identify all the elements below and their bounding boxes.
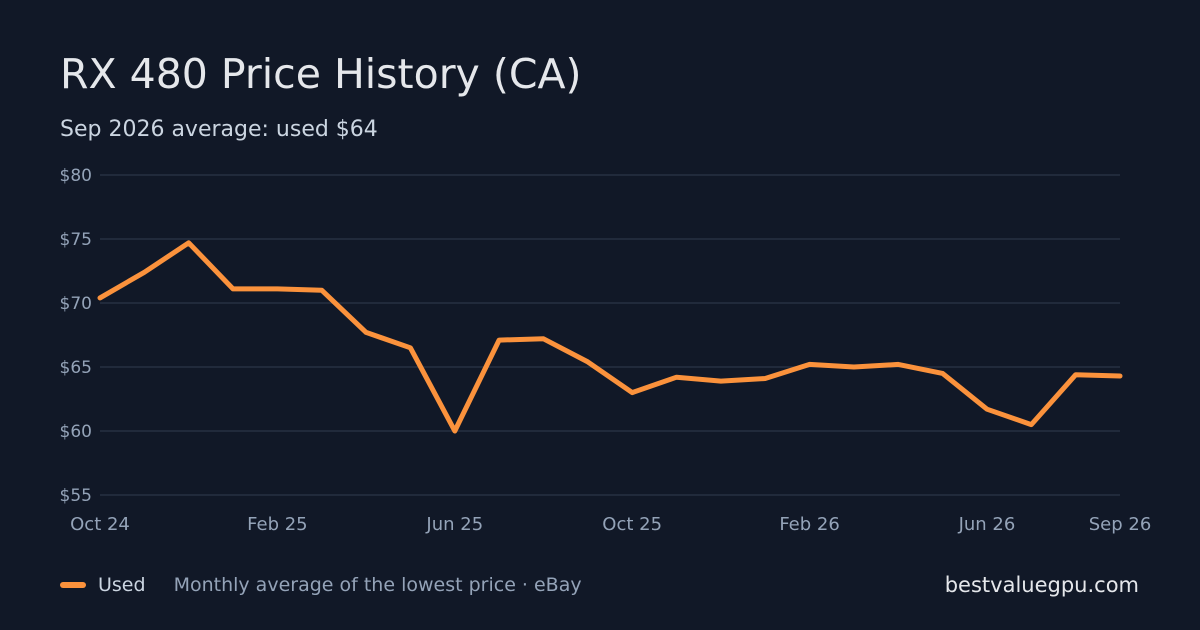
y-tick-label: $65 bbox=[60, 358, 92, 378]
x-tick-label: Jun 25 bbox=[425, 514, 483, 535]
series-layer bbox=[97, 240, 1123, 434]
grid-lines bbox=[100, 174, 1120, 496]
x-tick-label: Sep 26 bbox=[1089, 514, 1152, 535]
x-tick-label: Oct 24 bbox=[70, 514, 130, 535]
y-tick-label: $70 bbox=[60, 294, 92, 314]
y-tick-label: $60 bbox=[60, 422, 92, 442]
y-tick-label: $75 bbox=[60, 230, 92, 250]
legend-label-used: Used bbox=[98, 574, 146, 596]
x-tick-label: Oct 25 bbox=[602, 514, 662, 535]
y-tick-label: $55 bbox=[60, 486, 92, 506]
y-tick-label: $80 bbox=[60, 166, 92, 186]
x-axis-ticks: Oct 24 Feb 25 Jun 25 Oct 25 Feb 26 Jun 26 Sep … bbox=[70, 514, 1151, 535]
chart-subtitle: Sep 2026 average: used $64 bbox=[60, 117, 378, 142]
x-tick-label: Jun 26 bbox=[958, 514, 1016, 535]
y-axis-ticks: $55 $60 $65 $70 $75 $80 bbox=[60, 166, 92, 506]
source-note: Monthly average of the lowest price · eB… bbox=[173, 574, 582, 596]
legend: Used Monthly average of the lowest price… bbox=[60, 574, 582, 596]
x-tick-label: Feb 26 bbox=[779, 514, 840, 535]
chart-title: RX 480 Price History (CA) bbox=[60, 50, 582, 98]
legend-swatch-used bbox=[60, 582, 86, 588]
x-tick-label: Feb 25 bbox=[247, 514, 308, 535]
series-line-used bbox=[97, 240, 1123, 434]
site-url[interactable]: bestvaluegpu.com bbox=[944, 573, 1139, 597]
